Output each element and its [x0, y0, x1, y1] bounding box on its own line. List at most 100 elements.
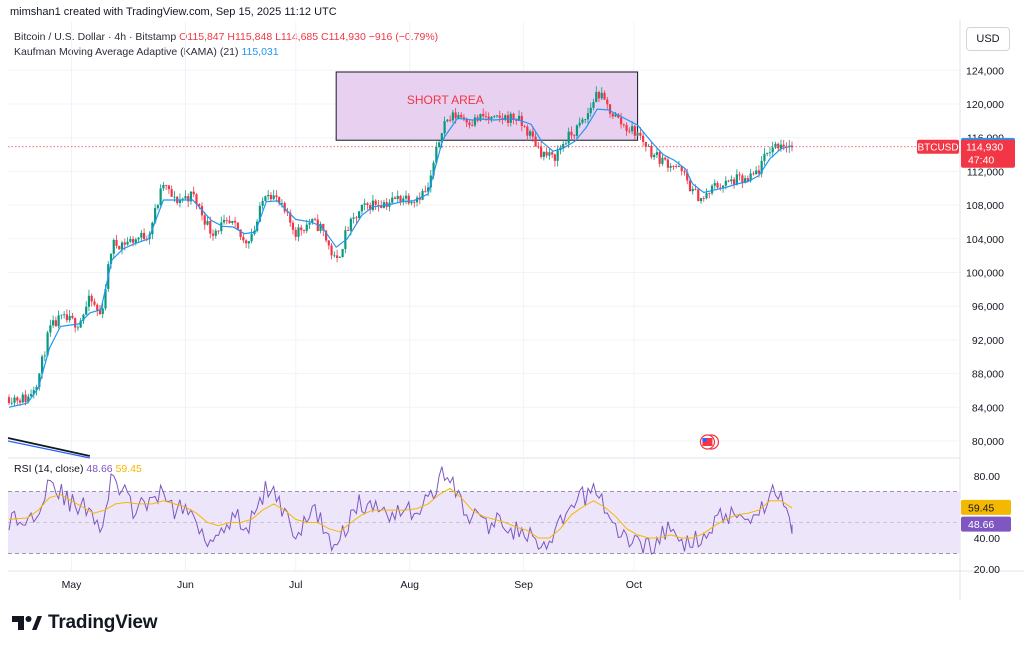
symbol-label[interactable]: Bitcoin / U.S. Dollar · 4h · Bitstamp: [14, 31, 177, 43]
candle-body: [771, 147, 774, 153]
candle-body: [515, 119, 518, 121]
tradingview-brand[interactable]: TradingView: [12, 612, 158, 634]
close-value: C114,930: [321, 31, 366, 43]
rsi-label[interactable]: RSI (14, close): [14, 463, 84, 475]
symbol-tag: [917, 139, 959, 154]
kama-label[interactable]: Kaufman Moving Average Adaptive (KAMA) (…: [14, 46, 239, 58]
candle-body: [540, 146, 543, 157]
candle-body: [399, 195, 402, 202]
candle-body: [570, 131, 573, 136]
us-flag-canton: [702, 438, 707, 442]
candle-body: [680, 166, 683, 172]
candle-body: [537, 146, 540, 148]
candle-body: [661, 157, 664, 164]
candle-body: [708, 193, 711, 194]
candle-body: [360, 204, 364, 212]
candle-body: [562, 144, 565, 148]
candle-body: [267, 194, 270, 197]
candle-body: [766, 152, 769, 154]
candle-body: [446, 119, 449, 122]
candle-body: [140, 232, 143, 238]
price-tick-label: 104,000: [966, 234, 1004, 246]
candle-body: [123, 242, 126, 245]
candle-body: [184, 196, 187, 199]
candle-body: [435, 146, 438, 163]
time-tick-label: Aug: [400, 579, 419, 591]
candle-body: [531, 131, 534, 137]
candle-body: [760, 160, 763, 174]
candle-body: [664, 157, 667, 160]
candle-body: [647, 145, 650, 147]
candle-body: [167, 185, 171, 190]
candle-body: [203, 215, 206, 225]
candle-body: [677, 166, 681, 168]
candle-body: [523, 125, 526, 127]
short-area-label: SHORT AREA: [407, 93, 484, 107]
candle-body: [586, 113, 590, 120]
rsi-line: [8, 466, 793, 555]
candle-body: [744, 178, 747, 184]
candle-body: [35, 387, 38, 391]
candle-body: [777, 143, 780, 149]
candle-body: [694, 188, 697, 190]
candle-body: [242, 237, 245, 241]
time-tick-label: Sep: [514, 579, 533, 591]
time-tick-label: May: [62, 579, 83, 591]
candle-body: [462, 117, 466, 119]
candle-body: [49, 325, 52, 333]
kama-value: 115,031: [241, 46, 279, 58]
candle-body: [432, 162, 435, 176]
candle-body: [768, 152, 772, 154]
candle-body: [363, 203, 366, 205]
candle-body: [699, 198, 703, 202]
candle-body: [630, 126, 634, 132]
candle-body: [165, 184, 168, 186]
chart-attribution: mimshan1 created with TradingView.com, S…: [10, 6, 337, 18]
candle-body: [377, 204, 380, 207]
candle-body: [297, 227, 300, 237]
candle-body: [10, 402, 13, 404]
change-value: −916 (−0.79%): [368, 31, 439, 43]
candle-body: [619, 117, 623, 125]
candle-body: [495, 115, 499, 117]
candle-body: [727, 180, 730, 182]
candle-body: [96, 304, 99, 311]
candle-body: [617, 114, 620, 118]
candle-body: [87, 295, 91, 307]
rsi-ma-tag-text: 59.45: [968, 502, 994, 514]
candle-body: [214, 230, 217, 236]
kama-line: [8, 108, 793, 408]
candle-body: [173, 196, 176, 198]
candle-body: [29, 394, 33, 397]
time-tick-label: Jul: [289, 579, 302, 591]
low-value: L114,685: [275, 31, 319, 43]
candle-body: [32, 390, 35, 395]
rsi-ma-value: 59.45: [115, 463, 142, 475]
price-tick-label: 92,000: [972, 335, 1004, 347]
currency-button[interactable]: USD: [966, 27, 1010, 51]
candle-body: [159, 188, 162, 206]
candle-body: [371, 200, 375, 210]
candle-body: [669, 166, 672, 168]
candle-body: [393, 197, 397, 199]
candle-body: [589, 107, 592, 114]
candle-body: [749, 173, 752, 181]
candle-body: [358, 211, 361, 218]
candle-body: [93, 301, 96, 305]
candle-body: [479, 113, 482, 121]
candle-body: [209, 221, 212, 234]
candle-body: [85, 306, 88, 315]
candle-body: [578, 122, 581, 126]
candle-body: [104, 288, 107, 309]
candle-body: [366, 203, 369, 206]
candle-body: [465, 118, 468, 123]
candle-body: [120, 242, 124, 250]
rsi-ma-tag: [961, 499, 1011, 515]
candle-body: [131, 238, 135, 243]
candle-body: [710, 185, 714, 194]
candle-body: [302, 230, 306, 231]
candle-body: [733, 179, 736, 185]
candle-body: [440, 133, 443, 143]
candle-body: [82, 314, 85, 321]
